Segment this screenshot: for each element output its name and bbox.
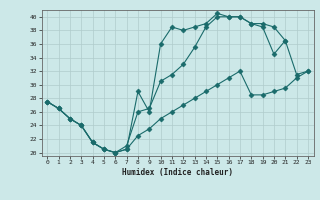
X-axis label: Humidex (Indice chaleur): Humidex (Indice chaleur) bbox=[122, 168, 233, 177]
